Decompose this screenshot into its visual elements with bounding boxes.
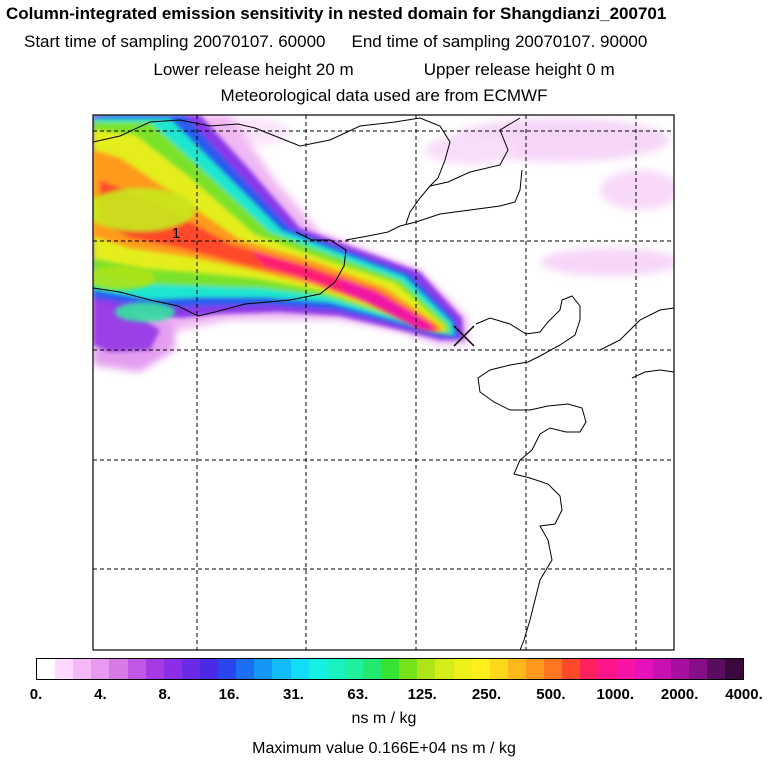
colorbar-cell — [598, 659, 617, 679]
lower-release-height: Lower release height 20 m — [153, 60, 354, 79]
colorbar — [36, 658, 744, 680]
colorbar-tick-label: 31. — [283, 686, 304, 703]
colorbar-tick-label: 4000. — [725, 686, 763, 703]
maximum-value: Maximum value 0.166E+04 ns m / kg — [252, 740, 516, 757]
colorbar-tick-label: 16. — [218, 686, 240, 703]
colorbar-cell — [236, 659, 255, 679]
colorbar-cell — [417, 659, 436, 679]
colorbar-cell — [670, 659, 689, 679]
colorbar-cell — [688, 659, 708, 679]
colorbar-cell — [381, 659, 400, 679]
colorbar-cell — [308, 659, 327, 679]
plot-title: Column-integrated emission sensitivity i… — [6, 4, 667, 23]
start-time: Start time of sampling 20070107. 60000 — [24, 32, 326, 51]
end-time: End time of sampling 20070107. 90000 — [351, 32, 648, 51]
colorbar-tick-label: 500. — [536, 686, 566, 703]
colorbar-cell — [272, 659, 291, 679]
colorbar-tick-label: 4. — [94, 686, 107, 703]
colorbar-cell — [634, 659, 653, 679]
colorbar-cell — [218, 659, 237, 679]
colorbar-cell — [91, 659, 110, 679]
colorbar-cell — [544, 659, 563, 679]
sensitivity-field — [93, 115, 674, 650]
colorbar-tick-label: 2000. — [660, 686, 699, 703]
colorbar-tick-label: 1000. — [596, 686, 635, 703]
emission-sensitivity-map: 1 — [92, 114, 675, 651]
colorbar-cell — [489, 659, 508, 679]
colorbar-cell — [344, 659, 363, 679]
colorbar-cell — [181, 659, 200, 679]
colorbar-cell — [525, 659, 545, 679]
colorbar-cell — [254, 659, 273, 679]
colorbar-cell — [326, 659, 345, 679]
colorbar-tick-label: 125. — [407, 686, 437, 703]
contour-label: 1 — [172, 225, 180, 242]
colorbar-cell — [580, 659, 599, 679]
upper-release-height: Upper release height 0 m — [423, 60, 615, 79]
colorbar-cell — [707, 659, 726, 679]
colorbar-tick-label: 63. — [347, 686, 369, 703]
colorbar-tick-label: 250. — [471, 686, 502, 703]
colorbar-tick-label: 0. — [29, 686, 43, 703]
coastlines — [93, 117, 674, 650]
map-frame — [92, 114, 675, 651]
colorbar-cell — [73, 659, 92, 679]
colorbar-cell — [127, 659, 146, 679]
colorbar-cell — [562, 659, 581, 679]
colorbar-cell — [163, 659, 182, 679]
colorbar-cell — [616, 659, 635, 679]
colorbar-tick-label: 8. — [158, 686, 171, 703]
colorbar-units: ns m / kg — [351, 710, 417, 727]
colorbar-cell — [290, 659, 309, 679]
colorbar-cell — [399, 659, 418, 679]
lat-lon-grid — [93, 115, 674, 650]
colorbar-cell — [507, 659, 526, 679]
colorbar-cell — [37, 659, 56, 679]
colorbar-cell — [145, 659, 164, 679]
colorbar-cell — [55, 659, 74, 679]
met-data-source: Meteorological data used are from ECMWF — [220, 86, 548, 105]
colorbar-cell — [199, 659, 219, 679]
receptor-cross-icon — [453, 325, 475, 347]
colorbar-cell — [725, 659, 744, 679]
colorbar-cell — [435, 659, 454, 679]
colorbar-cell — [471, 659, 490, 679]
colorbar-cell — [652, 659, 671, 679]
release-heights: Lower release height 20 m Upper release h… — [0, 60, 768, 80]
sampling-times: Start time of sampling 20070107. 60000 En… — [24, 32, 768, 52]
colorbar-cell — [109, 659, 128, 679]
colorbar-cell — [362, 659, 382, 679]
colorbar-cell — [453, 659, 472, 679]
